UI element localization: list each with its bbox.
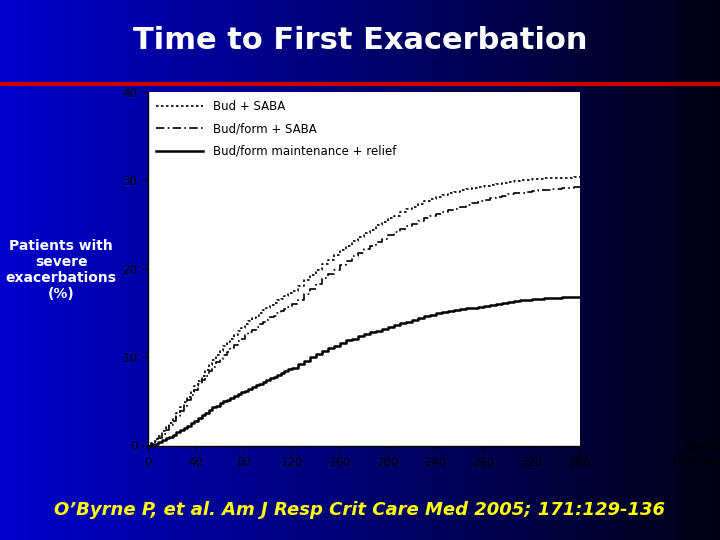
Bud + SABA (176, 404, 184, 411)
Bud + SABA (266, 302, 274, 308)
Bud/form + SABA (208, 363, 217, 370)
Bud/form maintenance + relief (557, 294, 566, 300)
Legend: Bud + SABA, Bud/form + SABA, Bud/form maintenance + relief: Bud + SABA, Bud/form + SABA, Bud/form ma… (151, 96, 400, 163)
Bud/form maintenance + relief (318, 348, 326, 354)
Bud + SABA (208, 356, 217, 363)
Bud/form maintenance + relief (575, 294, 584, 300)
Bud/form maintenance + relief (143, 442, 152, 449)
Bud/form maintenance + relief (176, 427, 184, 434)
Bud + SABA (575, 173, 584, 180)
Bud/form maintenance + relief (183, 423, 192, 429)
Bud/form maintenance + relief (516, 297, 524, 303)
Bud/form + SABA (516, 190, 524, 196)
Line: Bud/form maintenance + relief: Bud/form maintenance + relief (148, 297, 580, 445)
Bud + SABA (143, 442, 152, 449)
Bud/form + SABA (176, 408, 184, 414)
Line: Bud + SABA: Bud + SABA (148, 177, 580, 446)
Bud/form + SABA (143, 442, 152, 449)
Bud/form + SABA (266, 314, 274, 321)
Text: Days since
randomization: Days since randomization (673, 440, 720, 468)
Text: O’Byrne P, et al. Am J Resp Crit Care Med 2005; 171:129-136: O’Byrne P, et al. Am J Resp Crit Care Me… (55, 501, 665, 519)
Text: Patients with
severe
exacerbations
(%): Patients with severe exacerbations (%) (6, 239, 117, 301)
Bud/form + SABA (570, 184, 578, 191)
Bud/form + SABA (183, 397, 192, 403)
Bud/form maintenance + relief (266, 375, 274, 382)
Bud + SABA (183, 394, 192, 400)
Bud/form + SABA (575, 184, 584, 191)
Bud + SABA (516, 177, 524, 184)
Bud/form + SABA (318, 275, 326, 282)
Text: Time to First Exacerbation: Time to First Exacerbation (132, 26, 588, 55)
Bud + SABA (318, 261, 326, 267)
Line: Bud/form + SABA: Bud/form + SABA (148, 187, 580, 446)
Bud/form maintenance + relief (208, 404, 217, 411)
Bud + SABA (570, 173, 578, 180)
